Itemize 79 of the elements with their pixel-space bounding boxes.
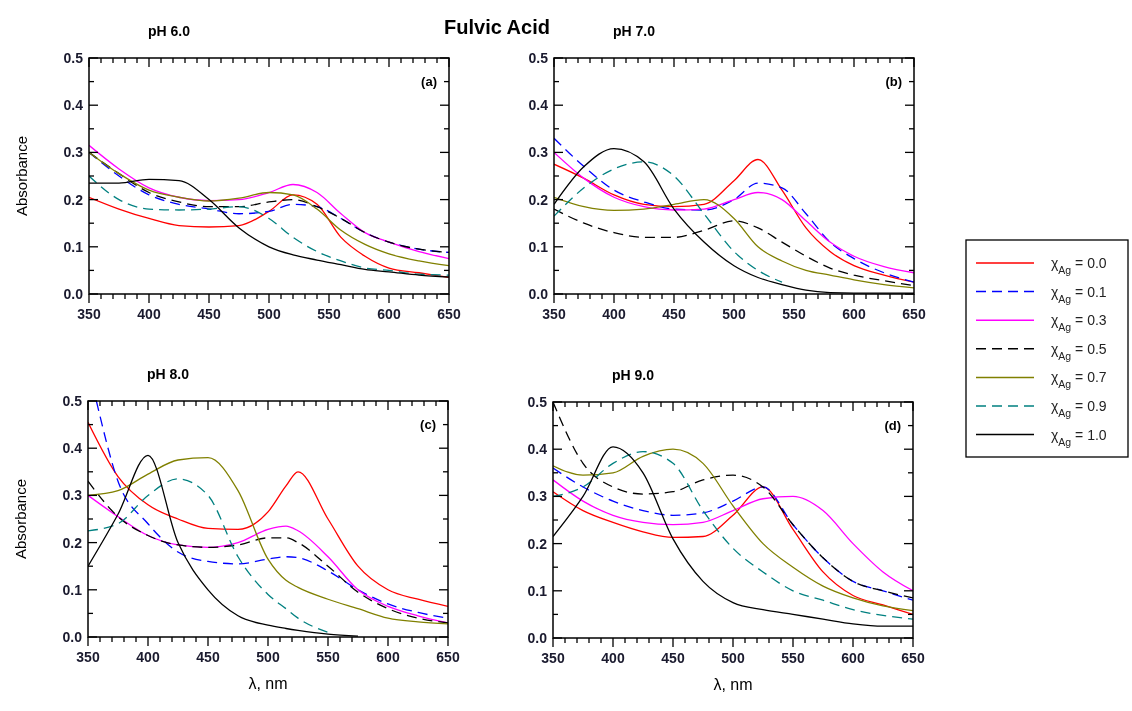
- line-series: [553, 479, 913, 592]
- y-tick-label: 0.3: [62, 487, 83, 504]
- y-tick-label: 0.2: [62, 534, 83, 551]
- y-tick-label: 0.1: [528, 238, 549, 255]
- x-tick-label: 500: [256, 649, 280, 665]
- legend-label: χ$_{Ag}$ = 0.5: [1051, 340, 1107, 362]
- y-tick-label: 0.4: [528, 97, 549, 114]
- y-tick-label: 0.4: [63, 97, 84, 114]
- legend-label: χ$_{Ag}$ = 0.3: [1051, 312, 1107, 334]
- line-series: [554, 196, 914, 289]
- x-tick-label: 550: [317, 306, 341, 322]
- y-tick-label: 0.5: [63, 50, 84, 66]
- y-tick-label: 0.4: [62, 440, 83, 457]
- x-tick-label: 400: [601, 650, 625, 666]
- x-tick-label: 350: [76, 649, 100, 665]
- x-tick-label: 600: [376, 649, 400, 665]
- y-tick-label: 0.3: [528, 144, 549, 161]
- legend-label: χ$_{Ag}$ = 0.7: [1051, 369, 1107, 391]
- x-tick-label: 650: [437, 306, 461, 322]
- legend-label: χ$_{Ag}$ = 0.9: [1051, 398, 1107, 419]
- line-series: [554, 161, 783, 283]
- y-tick-label: 0.3: [527, 488, 548, 505]
- legend-label: χ$_{Ag}$ = 0.0: [1051, 255, 1107, 276]
- y-axis-title: Absorbance: [13, 135, 30, 217]
- y-tick-label: 0.5: [62, 393, 83, 409]
- chart-title: pH 9.0: [611, 367, 655, 383]
- x-axis-title: λ, nm: [713, 676, 753, 693]
- annotation: (d): [884, 418, 901, 433]
- x-tick-label: 500: [721, 650, 745, 666]
- chart-title: pH 6.0: [147, 23, 191, 39]
- x-tick-label: 350: [541, 650, 565, 666]
- y-axis-title: Absorbance: [12, 478, 29, 560]
- y-tick-label: 0.2: [527, 535, 548, 552]
- y-tick-label: 0.0: [63, 286, 84, 302]
- y-tick-label: 0.1: [527, 582, 548, 599]
- x-tick-label: 450: [662, 306, 686, 322]
- line-series: [553, 486, 913, 616]
- y-tick-label: 0.1: [63, 238, 84, 255]
- y-tick-label: 0.0: [62, 629, 83, 645]
- x-tick-label: 550: [316, 649, 340, 665]
- y-tick-label: 0.5: [527, 394, 548, 410]
- x-tick-label: 400: [137, 306, 161, 322]
- x-tick-label: 650: [901, 650, 925, 666]
- legend-label: χ$_{Ag}$ = 1.0: [1051, 426, 1107, 448]
- x-tick-label: 450: [196, 649, 220, 665]
- x-tick-label: 500: [722, 306, 746, 322]
- x-tick-label: 450: [197, 306, 221, 322]
- x-axis-title: λ, nm: [248, 675, 288, 692]
- x-tick-label: 550: [781, 650, 805, 666]
- y-tick-label: 0.3: [63, 144, 84, 161]
- y-tick-label: 0.2: [528, 191, 549, 208]
- annotation: (a): [421, 74, 437, 89]
- y-tick-label: 0.4: [527, 441, 548, 458]
- x-tick-label: 400: [602, 306, 626, 322]
- annotation: (c): [420, 417, 436, 432]
- x-tick-label: 600: [841, 650, 865, 666]
- chart-title: pH 7.0: [612, 23, 656, 39]
- legend-label: χ$_{Ag}$ = 0.1: [1051, 283, 1107, 305]
- x-tick-label: 350: [542, 306, 566, 322]
- x-tick-label: 350: [77, 306, 101, 322]
- y-tick-label: 0.0: [527, 630, 548, 646]
- line-series: [553, 467, 913, 601]
- y-tick-label: 0.5: [528, 50, 549, 66]
- x-tick-label: 550: [782, 306, 806, 322]
- line-series: [88, 478, 329, 633]
- chart-title: pH 8.0: [146, 366, 190, 382]
- x-tick-label: 600: [377, 306, 401, 322]
- y-tick-label: 0.0: [528, 286, 549, 302]
- x-tick-label: 650: [902, 306, 926, 322]
- x-tick-label: 500: [257, 306, 281, 322]
- y-tick-label: 0.1: [62, 581, 83, 598]
- annotation: (b): [885, 74, 902, 89]
- text: Fulvic Acid: [444, 16, 550, 38]
- x-tick-label: 650: [436, 649, 460, 665]
- x-tick-label: 400: [136, 649, 160, 665]
- y-tick-label: 0.2: [63, 191, 84, 208]
- x-tick-label: 600: [842, 306, 866, 322]
- line-series: [89, 194, 449, 279]
- x-tick-label: 450: [661, 650, 685, 666]
